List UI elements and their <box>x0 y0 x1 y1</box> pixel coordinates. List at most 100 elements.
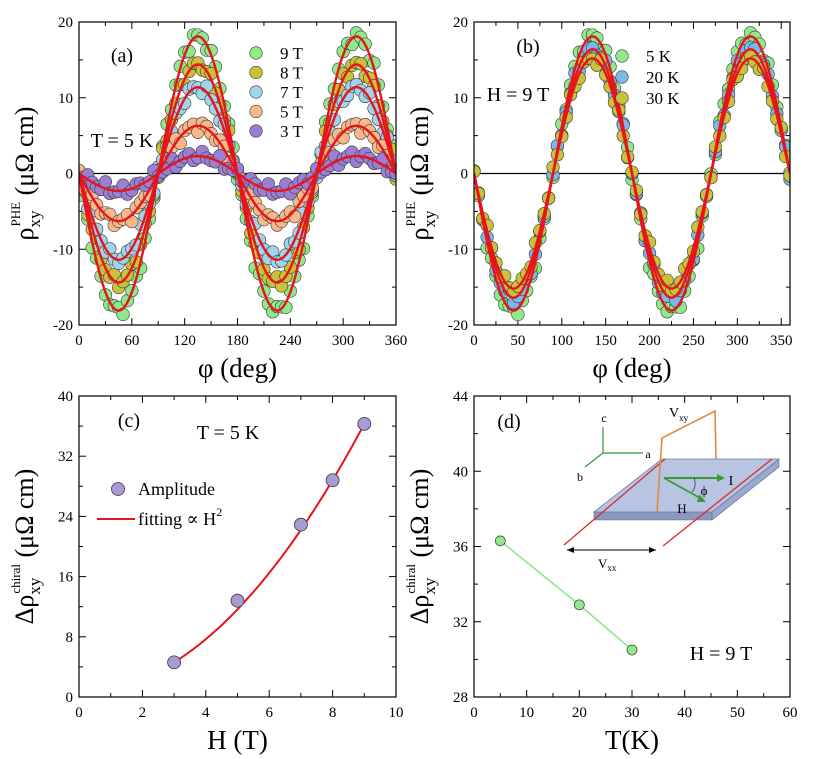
legend-marker <box>249 104 263 119</box>
axis-b-label: b <box>577 470 583 484</box>
fit-line-4 <box>79 154 396 193</box>
x-tick-label: 10 <box>519 705 534 721</box>
y-label-unit: (μΩ cm) <box>10 107 39 202</box>
legend-label: Amplitude <box>138 479 215 499</box>
condition-label: H = 9 T <box>487 84 550 106</box>
y-label-unit: (μΩ cm) <box>405 469 434 564</box>
series-line <box>499 540 633 651</box>
y-tick-label: 24 <box>58 509 74 525</box>
x-tick-label: 50 <box>510 333 525 349</box>
field-arrow <box>663 477 701 499</box>
vxx-arrowhead-left <box>567 547 574 553</box>
field-label: H <box>677 501 686 516</box>
legend-marker <box>249 46 263 60</box>
data-layer <box>79 26 396 322</box>
y-tick-label: -20 <box>448 318 468 334</box>
x-tick-label: 10 <box>389 705 404 721</box>
data-point <box>626 644 638 656</box>
vxy-sub: xy <box>679 413 689 423</box>
vxy-wire <box>656 409 717 513</box>
vxy-main: V <box>669 406 679 421</box>
x-tick-label: 350 <box>770 333 793 349</box>
y-tick-label: 10 <box>58 91 73 107</box>
y-tick-label: 0 <box>461 167 469 183</box>
legend-label: 5 T <box>280 103 303 122</box>
y-tick-label: -10 <box>448 242 468 258</box>
y-tick-label: 44 <box>453 389 469 405</box>
y-label-symbol: ρ <box>405 227 434 240</box>
y-tick-label: 20 <box>58 15 73 31</box>
data-point <box>357 416 372 431</box>
x-tick-label: 0 <box>75 705 83 721</box>
y-tick-label: 28 <box>453 690 468 706</box>
fit-curve <box>173 423 366 664</box>
x-tick-label: 0 <box>470 333 478 349</box>
legend-label: 8 T <box>280 64 303 83</box>
x-tick-label: 180 <box>226 333 249 349</box>
y-tick-label: 8 <box>66 630 74 646</box>
x-tick-label: 300 <box>726 333 749 349</box>
legend-label: 30 K <box>646 89 680 108</box>
data-layer <box>474 26 790 322</box>
y-tick-label: 0 <box>66 690 74 706</box>
y-tick-label: 20 <box>453 15 468 31</box>
angle-arc <box>691 477 696 493</box>
x-tick-label: 0 <box>470 705 478 721</box>
x-tick-label: 4 <box>202 705 210 721</box>
x-tick-label: 240 <box>279 333 302 349</box>
y-tick-label: 36 <box>453 540 469 556</box>
data-point <box>288 209 302 224</box>
y-label-subscript: xy <box>420 577 439 595</box>
legend-fit-text: fitting ∝ H <box>138 509 216 529</box>
x-tick-label: 60 <box>124 333 139 349</box>
vxx-main: V <box>598 556 608 571</box>
legend-label: 7 T <box>280 83 303 102</box>
x-tick-label: 30 <box>625 705 640 721</box>
x-tick-label: 200 <box>638 333 661 349</box>
contact-line-left <box>563 458 666 546</box>
current-label: I <box>729 474 734 489</box>
legend-marker <box>615 49 629 63</box>
y-label-unit: (μΩ cm) <box>10 469 39 564</box>
y-label-superscript: PHE <box>8 202 23 227</box>
plot-frame <box>78 21 397 326</box>
x-tick-label: 50 <box>730 705 745 721</box>
x-tick-label: 2 <box>139 705 147 721</box>
current-arrowhead <box>717 474 725 482</box>
legend-marker <box>615 91 629 105</box>
slab-front-face <box>593 511 713 521</box>
legend-label: 20 K <box>646 68 680 87</box>
x-tick-label: 8 <box>329 705 337 721</box>
plot-frame <box>78 395 397 698</box>
vxx-sub: xx <box>607 563 617 573</box>
vxy-label: Vxy <box>669 406 689 423</box>
condition-label: T = 5 K <box>91 130 154 152</box>
panel-tag: (d) <box>497 411 520 433</box>
data-point <box>230 593 245 608</box>
panel-a: 0 60 120 180 240 300 360 -20 -10 0 10 20 φ (deg) ρxyP… <box>8 15 407 383</box>
legend-label: 9 T <box>280 44 303 63</box>
panel-tag: (a) <box>111 45 133 67</box>
y-tick-label: 32 <box>58 449 73 465</box>
legend-marker <box>249 85 263 99</box>
y-label-subscript: xy <box>25 577 44 595</box>
panel-b: 0 50 100 150 200 250 300 350 -20 -10 0 10 20 φ (deg) ρ… <box>403 15 793 383</box>
y-axis-label: ρxyPHE (μΩ cm) <box>8 107 44 241</box>
x-tick-label: 250 <box>682 333 705 349</box>
y-axis-label: Δρxychiral (μΩ cm) <box>8 469 44 625</box>
x-tick-label: 360 <box>385 333 408 349</box>
vxx-label: Vxx <box>598 556 617 573</box>
data-point <box>573 599 585 611</box>
y-label-symbol: Δρ <box>405 595 434 625</box>
x-tick-label: 60 <box>783 705 798 721</box>
x-tick-label: 20 <box>572 705 587 721</box>
y-label-superscript: chiral <box>403 564 418 594</box>
legend-marker <box>615 70 629 84</box>
legend-marker <box>111 482 125 496</box>
x-tick-label: 300 <box>332 333 355 349</box>
y-label-subscript: xy <box>420 210 439 228</box>
contact-line-right <box>662 458 773 547</box>
legend-fit-label: fitting ∝ H2 <box>138 505 222 529</box>
